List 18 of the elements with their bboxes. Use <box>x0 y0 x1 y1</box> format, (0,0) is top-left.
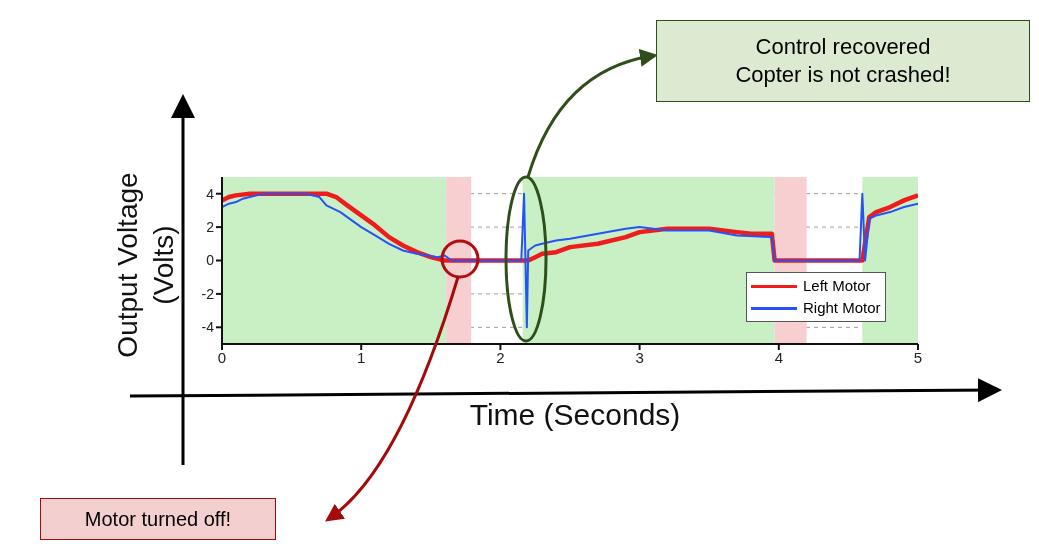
x-axis-title: Time (Seconds) <box>468 398 682 432</box>
x-tick-label: 0 <box>217 348 227 366</box>
y-axis-title: Output Voltage (Volts) <box>111 171 180 360</box>
x-tick-label: 3 <box>635 348 644 366</box>
y-tick-label: 4 <box>206 185 215 202</box>
y-tick-label: 0 <box>206 252 215 269</box>
y-tick-label: -2 <box>201 285 215 302</box>
x-tick-label: 2 <box>496 348 505 366</box>
y-tick-label: -4 <box>201 319 215 336</box>
x-tick-label: 1 <box>357 348 366 366</box>
legend-label: Left Motor <box>803 276 871 296</box>
legend-label: Right Motor <box>803 298 881 318</box>
y-tick-label: 2 <box>206 219 215 236</box>
line-series <box>222 192 918 329</box>
x-tick-label: 5 <box>913 348 923 366</box>
text: Control recovered Copter is not crashed! <box>656 20 1030 102</box>
text: Motor turned off! <box>40 498 276 540</box>
x-tick-label: 4 <box>774 348 783 366</box>
